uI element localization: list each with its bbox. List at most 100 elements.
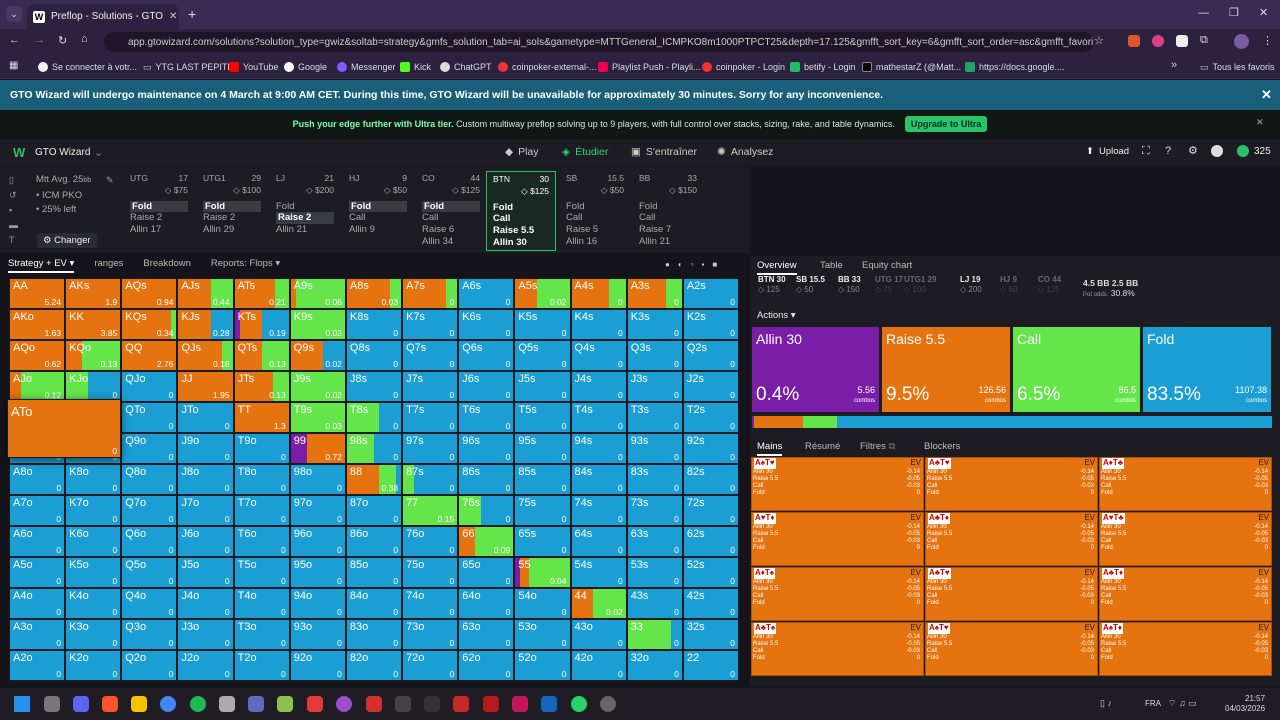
hand-cell[interactable]: JJ 1.95 (177, 371, 234, 402)
history-icon[interactable]: ↺ (9, 190, 17, 200)
seat-bb[interactable]: BB 33 ◇ $150 Fold Call Raise 7 Allin 21 (633, 171, 703, 251)
app-icon[interactable] (277, 696, 293, 712)
hand-cell[interactable]: J6s 0 (458, 371, 515, 402)
hand-cell[interactable]: AA 5.24 (9, 278, 66, 309)
close-banner-icon[interactable]: ✕ (1261, 87, 1272, 102)
seat-option[interactable]: Raise 5 (566, 224, 599, 236)
profile-avatar[interactable] (1234, 34, 1249, 49)
browser-active-icon[interactable] (336, 696, 352, 712)
nav-train[interactable]: ▣ S'entraîner (631, 146, 697, 158)
gtowizard-logo-icon[interactable]: W (13, 145, 26, 160)
hand-cell[interactable]: 32o 0 (626, 650, 683, 681)
app-icon[interactable] (424, 696, 440, 712)
hand-cell[interactable]: 73o 0 (402, 619, 459, 650)
seat-option[interactable]: Fold (203, 200, 261, 213)
extension-icon[interactable] (1176, 35, 1188, 47)
hand-cell[interactable]: Q8o 0 (121, 464, 178, 495)
seat-option[interactable]: Fold (349, 200, 407, 213)
hand-cell[interactable]: 85o 0 (345, 557, 403, 588)
bookmark-item[interactable]: mathestarZ (@Matt... (862, 59, 961, 75)
hand-cell[interactable]: 42s 0 (682, 588, 739, 619)
hand-cell[interactable]: 42o 0 (570, 650, 627, 681)
hand-cell[interactable]: K7o 0 (65, 495, 122, 526)
hand-cell[interactable]: Q9o 0 (121, 433, 178, 464)
hand-cell[interactable]: K8o 0 (65, 464, 122, 495)
hand-cell[interactable]: 64o 0 (458, 588, 515, 619)
bookmark-item[interactable]: Se connecter à votr... (38, 59, 137, 75)
hand-cell[interactable]: Q7s 0 (402, 340, 459, 371)
hand-cell[interactable]: K5s 0 (514, 309, 571, 340)
hand-cell[interactable]: J4o 0 (177, 588, 234, 619)
hand-cell[interactable]: J7s 0 (402, 371, 459, 402)
bookmark-item[interactable]: coinpoker - Login (702, 59, 785, 75)
chrome-icon[interactable] (160, 696, 176, 712)
stack-summary-item[interactable]: UTG 17 ◇ 75 (875, 275, 903, 295)
hand-cell[interactable]: 82o 0 (345, 650, 403, 681)
seat-option[interactable]: Raise 2 (276, 212, 334, 225)
discord-icon[interactable] (73, 696, 89, 712)
hand-cell[interactable]: J4s 0 (570, 371, 627, 402)
hand-cell[interactable]: 66 0.09 (458, 526, 515, 557)
hand-cell[interactable]: J2s 0 (682, 371, 739, 402)
hand-cell[interactable]: 76s 0 (458, 495, 515, 526)
hand-cell[interactable]: Q2o 0 (121, 650, 178, 681)
hand-cell[interactable]: KK 3.85 (65, 309, 122, 340)
hand-cell[interactable]: K3o 0 (65, 619, 122, 650)
hand-cell[interactable]: 73s 0 (626, 495, 683, 526)
spotify-icon[interactable] (190, 696, 206, 712)
tab-blockers[interactable]: Blockers (924, 441, 961, 452)
seat-utg[interactable]: UTG 17 ◇ $75 Fold Raise 2 Allin 17 (124, 171, 194, 251)
hand-cell[interactable]: 84s 0 (570, 464, 627, 495)
hand-cell[interactable]: K6o 0 (65, 526, 122, 557)
close-window-icon[interactable]: ✕ (1259, 7, 1269, 19)
extensions-puzzle-icon[interactable]: ⧉ (1200, 34, 1208, 46)
seat-option[interactable]: Allin 21 (276, 224, 308, 236)
hand-combo-card[interactable]: A♠T♥ EV Allin 30 Raise 5.5 Call Fold -0.14 -0.0… (751, 457, 924, 511)
upgrade-button[interactable]: Upgrade to Ultra (904, 116, 988, 132)
hand-cell[interactable]: 55 0.04 (514, 557, 571, 588)
hand-combo-card[interactable]: A♠T♥ EV Allin 30 Raise 5.5 Call Fold -0.14 -0.0… (925, 622, 1098, 676)
hand-cell[interactable]: 62o 0 (458, 650, 515, 681)
tab-filters[interactable]: Filtres ⧉ (860, 441, 895, 452)
hand-cell[interactable]: A2s 0 (682, 278, 739, 309)
hand-cell[interactable]: J3o 0 (177, 619, 234, 650)
hand-cell[interactable]: A3s 0 (626, 278, 683, 309)
hand-cell[interactable]: 88 0.38 (345, 464, 403, 495)
hand-cell[interactable]: ATs 0.21 (233, 278, 290, 309)
save-icon[interactable]: ▪ (9, 205, 13, 215)
hand-cell[interactable]: J3s 0 (626, 371, 683, 402)
hand-combo-card[interactable]: A♣T♥ EV Allin 30 Raise 5.5 Call Fold -0.14 -0.0… (925, 567, 1098, 621)
hand-cell[interactable]: K2s 0 (682, 309, 739, 340)
hand-cell[interactable]: 75o 0 (402, 557, 459, 588)
hand-cell[interactable]: Q4o 0 (121, 588, 178, 619)
hand-combo-card[interactable]: A♠T♦ EV Allin 30 Raise 5.5 Call Fold -0.14 -0.0… (1099, 622, 1272, 676)
grid-small-icon[interactable]: ▫ (690, 260, 694, 269)
app-icon[interactable] (366, 696, 382, 712)
seat-btn[interactable]: BTN 30 ◇ $125 Fold Call Raise 5.5 Allin 30 (486, 171, 556, 251)
hand-cell[interactable]: T7o 0 (233, 495, 290, 526)
seat-option[interactable]: Allin 29 (203, 224, 235, 236)
settings-gear-icon[interactable]: ⚙ (1188, 145, 1198, 157)
hand-cell[interactable]: 52s 0 (682, 557, 739, 588)
hand-cell[interactable]: J8o 0 (177, 464, 234, 495)
hand-cell[interactable]: 63o 0 (458, 619, 515, 650)
hand-cell[interactable]: 53o 0 (514, 619, 571, 650)
whatsapp-icon[interactable] (571, 696, 587, 712)
hand-combo-card[interactable]: A♣T♥ EV Allin 30 Raise 5.5 Call Fold -0.14 -0.0… (925, 457, 1098, 511)
seat-option[interactable]: Raise 5.5 (493, 225, 535, 237)
tab-ranges[interactable]: ranges (94, 258, 124, 269)
text-icon[interactable]: T (9, 235, 15, 245)
hand-cell[interactable]: T8o 0 (233, 464, 290, 495)
hand-cell[interactable]: AKs 1.9 (65, 278, 122, 309)
browser-tab[interactable]: W Preflop - Solutions - GTO Wizard ✕ (27, 4, 179, 29)
hand-cell[interactable]: 62s 0 (682, 526, 739, 557)
hand-cell[interactable]: 77 0.15 (402, 495, 459, 526)
seat-option[interactable]: Fold (276, 200, 295, 212)
edit-icon[interactable]: ✎ (106, 175, 114, 185)
hand-cell[interactable]: Q4s 0 (570, 340, 627, 371)
language-indicator[interactable]: FRA (1145, 699, 1161, 708)
hand-cell[interactable]: 92s 0 (682, 433, 739, 464)
hand-cell[interactable]: Q6s 0 (458, 340, 515, 371)
hand-cell[interactable]: J9o 0 (177, 433, 234, 464)
hand-cell[interactable]: K4o 0 (65, 588, 122, 619)
